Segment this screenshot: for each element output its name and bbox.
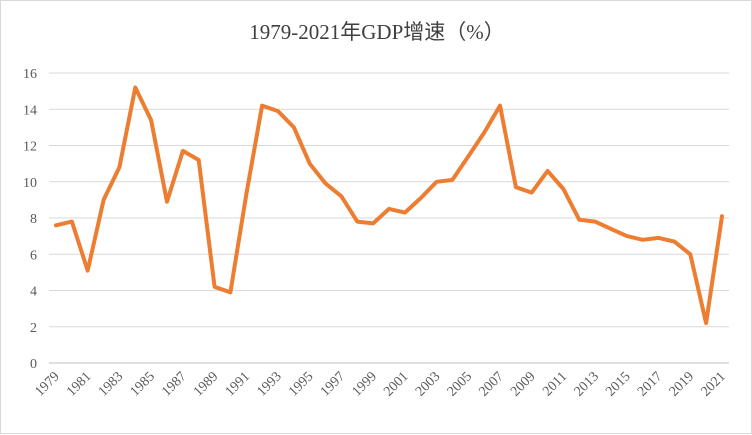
chart-title: 1979-2021年GDP增速（%）: [249, 20, 505, 44]
x-tick-label: 2011: [540, 369, 570, 399]
x-tick-label: 2021: [698, 369, 728, 399]
x-tick-label: 1987: [159, 369, 189, 399]
x-tick-label: 2005: [445, 369, 475, 399]
y-tick-label: 0: [30, 357, 37, 372]
x-tick-label: 1989: [191, 369, 221, 399]
x-tick-label: 1995: [286, 369, 316, 399]
y-tick-label: 12: [23, 140, 37, 155]
x-tick-label: 1993: [254, 369, 284, 399]
x-tick-label: 2003: [413, 369, 443, 399]
series-gdp-growth: [56, 87, 722, 323]
x-tick-label: 2001: [381, 369, 411, 399]
x-tick-label: 2017: [635, 369, 665, 399]
x-tick-label: 1997: [318, 369, 348, 399]
x-tick-label: 2015: [603, 369, 633, 399]
x-tick-label: 1979: [32, 369, 62, 399]
y-axis: 0 2 4 6 8 10 12 14 16: [23, 67, 37, 372]
y-tick-label: 6: [30, 248, 37, 263]
x-tick-label: 1983: [96, 369, 126, 399]
y-tick-label: 16: [23, 67, 37, 82]
x-tick-label: 1991: [223, 369, 253, 399]
y-tick-label: 2: [30, 321, 37, 336]
x-tick-label: 2019: [667, 369, 697, 399]
x-tick-label: 2007: [476, 369, 506, 399]
y-tick-label: 10: [23, 176, 37, 191]
x-tick-label: 2009: [508, 369, 538, 399]
y-tick-label: 4: [30, 285, 37, 300]
y-tick-label: 14: [23, 103, 37, 118]
y-tick-label: 8: [30, 212, 37, 227]
x-tick-label: 2013: [572, 369, 602, 399]
x-tick-label: 1985: [128, 369, 158, 399]
series-line: [56, 88, 722, 324]
x-tick-label: 1981: [64, 369, 94, 399]
x-tick-label: 1999: [350, 369, 380, 399]
